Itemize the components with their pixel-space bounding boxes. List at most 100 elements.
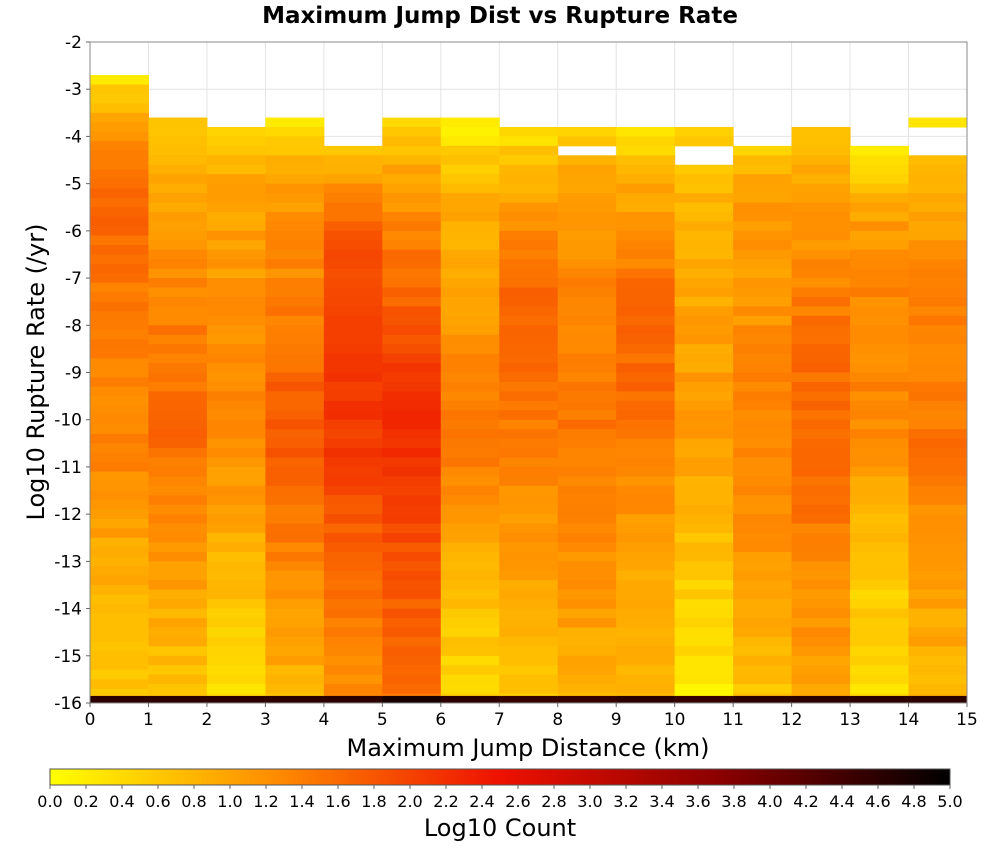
heatmap-cell bbox=[148, 438, 208, 449]
heatmap-cell bbox=[850, 542, 910, 553]
heatmap-cell bbox=[206, 495, 266, 506]
heatmap-cell bbox=[323, 353, 383, 364]
heatmap-cell bbox=[733, 164, 793, 175]
heatmap-cell bbox=[323, 315, 383, 326]
x-tick-label: 12 bbox=[781, 710, 803, 730]
heatmap-cell bbox=[323, 570, 383, 581]
heatmap-cell bbox=[791, 145, 851, 156]
heatmap-cell bbox=[674, 646, 734, 657]
heatmap-cell bbox=[265, 533, 325, 543]
heatmap-cell bbox=[206, 570, 266, 581]
heatmap-cell bbox=[850, 202, 910, 213]
heatmap-cell bbox=[90, 632, 149, 643]
heatmap-cell bbox=[265, 523, 325, 534]
heatmap-cell bbox=[557, 381, 617, 392]
heatmap-cell bbox=[616, 126, 676, 137]
heatmap-cell bbox=[148, 495, 208, 506]
heatmap-cell bbox=[323, 419, 383, 430]
heatmap-cell bbox=[499, 419, 559, 430]
heatmap-cell bbox=[557, 693, 617, 697]
colorbar-tick-label: 4.4 bbox=[829, 792, 854, 811]
heatmap-cell bbox=[265, 410, 325, 421]
heatmap-cell bbox=[265, 240, 325, 251]
heatmap-cell bbox=[382, 306, 442, 317]
heatmap-cell bbox=[148, 429, 208, 440]
heatmap-cell bbox=[791, 344, 851, 355]
heatmap-cell bbox=[440, 695, 500, 703]
heatmap-cell bbox=[850, 438, 910, 449]
heatmap-cell bbox=[733, 695, 793, 703]
heatmap-cell bbox=[616, 448, 676, 458]
heatmap-cell bbox=[791, 476, 851, 487]
heatmap-cell bbox=[90, 150, 149, 161]
heatmap-cell bbox=[557, 363, 617, 373]
heatmap-cell bbox=[440, 627, 500, 638]
heatmap-cell bbox=[323, 665, 383, 676]
heatmap-cell bbox=[616, 457, 676, 468]
heatmap-cell bbox=[206, 457, 266, 468]
heatmap-cell bbox=[90, 207, 149, 218]
heatmap-cell bbox=[440, 315, 500, 326]
heatmap-cell bbox=[206, 429, 266, 440]
heatmap-cell bbox=[440, 419, 500, 430]
heatmap-cell bbox=[850, 325, 910, 336]
heatmap-cell bbox=[557, 259, 617, 270]
heatmap-cell bbox=[382, 589, 442, 600]
heatmap-cell bbox=[908, 476, 968, 487]
heatmap-cell bbox=[674, 136, 734, 147]
heatmap-cell bbox=[206, 646, 266, 657]
heatmap-cell bbox=[440, 278, 500, 289]
heatmap-cell bbox=[382, 381, 442, 392]
heatmap-cell bbox=[674, 523, 734, 534]
heatmap-cell bbox=[440, 268, 500, 279]
heatmap-cell bbox=[850, 363, 910, 373]
heatmap-cell bbox=[206, 627, 266, 638]
heatmap-cell bbox=[499, 514, 559, 525]
heatmap-cell bbox=[206, 334, 266, 345]
y-tick-label: -11 bbox=[54, 458, 82, 478]
heatmap-cell bbox=[674, 476, 734, 487]
heatmap-cell bbox=[557, 636, 617, 647]
heatmap-cell bbox=[791, 315, 851, 326]
heatmap-cell bbox=[148, 221, 208, 232]
heatmap-cell bbox=[616, 278, 676, 289]
heatmap-cell bbox=[382, 466, 442, 477]
heatmap-cell bbox=[90, 462, 149, 473]
heatmap-cell bbox=[674, 589, 734, 600]
heatmap-cell bbox=[733, 240, 793, 251]
heatmap-cell bbox=[733, 381, 793, 392]
y-tick-label: -16 bbox=[54, 694, 82, 714]
heatmap-cell bbox=[382, 533, 442, 543]
heatmap-cell bbox=[674, 608, 734, 619]
heatmap-cell bbox=[440, 665, 500, 676]
heatmap-cell bbox=[440, 457, 500, 468]
heatmap-cell bbox=[850, 334, 910, 345]
heatmap-cell bbox=[616, 589, 676, 600]
heatmap-cell bbox=[557, 695, 617, 703]
heatmap-cell bbox=[206, 485, 266, 496]
heatmap-cell bbox=[674, 183, 734, 194]
heatmap-cell bbox=[850, 193, 910, 204]
heatmap-cell bbox=[148, 381, 208, 392]
colorbar-tick-label: 1.2 bbox=[253, 792, 278, 811]
heatmap-cell bbox=[908, 381, 968, 392]
heatmap-cell bbox=[206, 155, 266, 166]
heatmap-cell bbox=[323, 240, 383, 251]
heatmap-cell bbox=[733, 561, 793, 572]
heatmap-cell bbox=[674, 334, 734, 345]
heatmap-cell bbox=[206, 249, 266, 260]
y-tick-label: -13 bbox=[54, 552, 82, 572]
heatmap-cell bbox=[90, 84, 149, 95]
heatmap-cell bbox=[148, 504, 208, 515]
heatmap-cell bbox=[148, 533, 208, 543]
heatmap-cell bbox=[557, 684, 617, 695]
heatmap-cell bbox=[90, 348, 149, 359]
heatmap-cell bbox=[265, 315, 325, 326]
heatmap-cell bbox=[206, 693, 266, 697]
heatmap-cell bbox=[674, 249, 734, 260]
heatmap-cell bbox=[148, 202, 208, 213]
heatmap-cell bbox=[382, 211, 442, 222]
heatmap-cell bbox=[616, 599, 676, 610]
heatmap-cell bbox=[908, 259, 968, 270]
